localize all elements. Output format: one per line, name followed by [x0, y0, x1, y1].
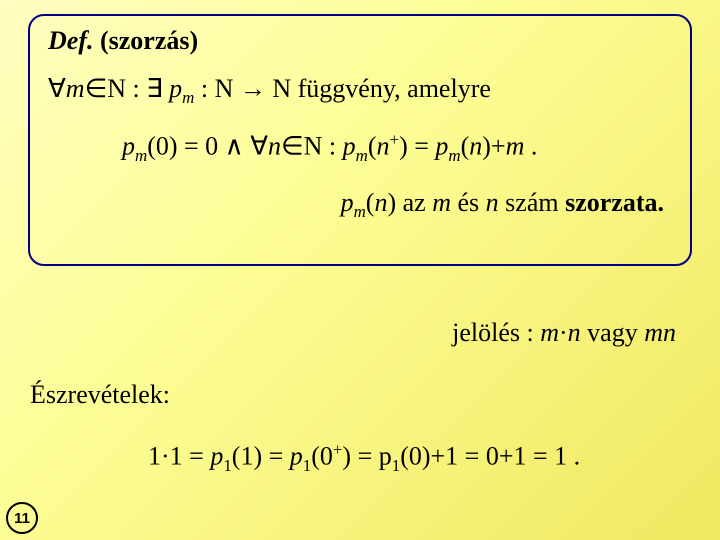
element-symbol: ∈: [85, 74, 108, 103]
var-m3: m: [432, 188, 451, 217]
def-prefix: Def.: [48, 26, 93, 55]
page-number: 11: [6, 502, 38, 534]
text-az: ) az: [387, 188, 432, 217]
text-es: és: [451, 188, 486, 217]
calc-k: (0)+1 = 0+1 = 1 .: [400, 442, 580, 471]
var-p5: p: [341, 188, 354, 217]
text-zero-and-forall: (0) = 0 ∧ ∀: [147, 132, 268, 161]
var-p: p: [169, 74, 182, 103]
notation-line: jelölés : m·n vagy mn: [452, 318, 676, 348]
text-szam: szám: [499, 188, 565, 217]
jelo-vagy: vagy: [581, 318, 645, 347]
calculation-line: 1·1 = p1(1) = p1(0+) = p1(0)+1 = 0+1 = 1…: [148, 440, 580, 476]
text-eq: ) =: [399, 132, 435, 161]
sub-m4: m: [448, 146, 460, 165]
text-fn: : N → N függvény, amelyre: [194, 74, 491, 103]
forall-symbol: ∀: [48, 74, 66, 103]
sub-m3: m: [356, 146, 368, 165]
sub-m: m: [182, 88, 194, 107]
var-n5: n: [486, 188, 499, 217]
element-symbol2: ∈: [281, 132, 304, 161]
jelo-label: jelölés :: [452, 318, 540, 347]
text-plus: )+: [482, 132, 505, 161]
var-m2: m: [506, 132, 525, 161]
definition-line-2: pm(0) = 0 ∧ ∀n∈N : pm(n+) = pm(n)+m .: [122, 130, 672, 166]
sup-plus: +: [390, 130, 400, 149]
var-n4: n: [374, 188, 387, 217]
jelo-n: n: [568, 318, 581, 347]
calc-sub2: 1: [303, 456, 311, 475]
var-p4: p: [435, 132, 448, 161]
var-n2: n: [377, 132, 390, 161]
var-n3: n: [469, 132, 482, 161]
var-m: m: [66, 74, 85, 103]
calc-g: (0: [311, 442, 333, 471]
text-szorzata: szorzata.: [565, 188, 664, 217]
observations-heading: Észrevételek:: [30, 380, 170, 410]
paren2: (: [461, 132, 470, 161]
sub-m2: m: [135, 146, 147, 165]
calc-i: ) = p: [342, 442, 391, 471]
definition-box: Def. (szorzás) ∀m∈N : ∃ pm : N → N függv…: [28, 14, 692, 266]
calc-p1: p: [210, 442, 223, 471]
paren1: (: [368, 132, 377, 161]
definition-line-1: ∀m∈N : ∃ pm : N → N függvény, amelyre: [48, 74, 672, 108]
calc-d: (1) =: [232, 442, 290, 471]
calc-sup: +: [333, 440, 343, 459]
text-n2: N :: [304, 132, 343, 161]
jelo-mn: mn: [644, 318, 676, 347]
var-p2: p: [122, 132, 135, 161]
calc-a: 1·1 =: [148, 442, 210, 471]
text-n-exists: N : ∃: [107, 74, 169, 103]
sub-m5: m: [354, 202, 366, 221]
jelo-m: m: [540, 318, 559, 347]
var-n: n: [268, 132, 281, 161]
jelo-dot: ·: [559, 318, 568, 347]
calc-p2: p: [290, 442, 303, 471]
definition-line-3: pm(n) az m és n szám szorzata.: [48, 188, 672, 222]
calc-sub1: 1: [223, 456, 231, 475]
calc-sub3: 1: [392, 456, 400, 475]
def-rest: (szorzás): [93, 26, 198, 55]
var-p3: p: [343, 132, 356, 161]
text-dot: .: [524, 132, 537, 161]
definition-title: Def. (szorzás): [48, 26, 672, 56]
